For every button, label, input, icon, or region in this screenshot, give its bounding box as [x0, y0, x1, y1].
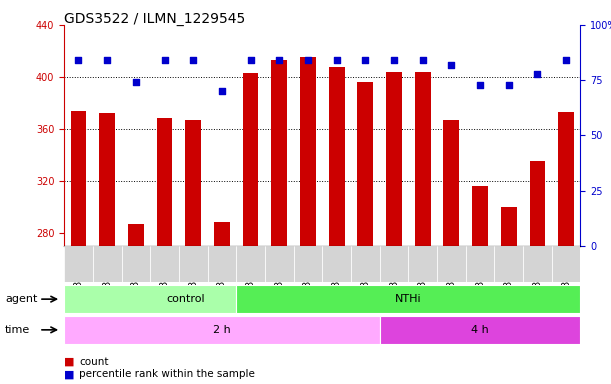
Bar	[208, 246, 236, 282]
Bar	[64, 246, 93, 282]
Bar	[236, 285, 580, 313]
Point	[188, 57, 198, 63]
Point	[475, 81, 485, 88]
Text: count: count	[79, 357, 109, 367]
Text: 4 h: 4 h	[471, 325, 489, 335]
Point	[303, 57, 313, 63]
Bar	[214, 222, 230, 246]
Point	[274, 57, 284, 63]
Bar	[386, 72, 402, 246]
Bar	[294, 246, 323, 282]
Bar	[64, 316, 379, 344]
Bar	[357, 82, 373, 246]
Point	[418, 57, 428, 63]
Bar	[494, 246, 523, 282]
Bar	[179, 246, 208, 282]
Point	[447, 62, 456, 68]
Bar	[415, 72, 431, 246]
Text: GDS3522 / ILMN_1229545: GDS3522 / ILMN_1229545	[64, 12, 246, 26]
Point	[246, 57, 255, 63]
Bar	[552, 246, 580, 282]
Bar	[265, 246, 294, 282]
Bar	[100, 113, 115, 246]
Bar	[530, 161, 545, 246]
Bar	[408, 246, 437, 282]
Text: NTHi: NTHi	[395, 294, 422, 304]
Bar	[323, 246, 351, 282]
Bar	[185, 120, 201, 246]
Bar	[93, 246, 122, 282]
Bar	[122, 246, 150, 282]
Point	[533, 71, 543, 77]
Point	[562, 57, 571, 63]
Bar	[300, 58, 316, 246]
Text: time: time	[5, 325, 30, 335]
Bar	[243, 73, 258, 246]
Bar	[351, 246, 379, 282]
Bar	[271, 60, 287, 246]
Point	[131, 79, 141, 86]
Point	[217, 88, 227, 94]
Bar	[329, 66, 345, 246]
Bar	[379, 316, 580, 344]
Point	[159, 57, 169, 63]
Text: ■: ■	[64, 357, 75, 367]
Bar	[156, 119, 172, 246]
Point	[504, 81, 514, 88]
Bar	[128, 223, 144, 246]
Text: percentile rank within the sample: percentile rank within the sample	[79, 369, 255, 379]
Text: ■: ■	[64, 369, 75, 379]
Bar	[558, 112, 574, 246]
Bar	[71, 111, 86, 246]
Bar	[523, 246, 552, 282]
Bar	[466, 246, 494, 282]
Bar	[472, 186, 488, 246]
Point	[73, 57, 83, 63]
Bar	[501, 207, 517, 246]
Bar	[236, 246, 265, 282]
Point	[102, 57, 112, 63]
Bar	[437, 246, 466, 282]
Text: 2 h: 2 h	[213, 325, 231, 335]
Bar	[379, 246, 408, 282]
Bar	[444, 120, 459, 246]
Text: control: control	[167, 294, 205, 304]
Bar	[150, 246, 179, 282]
Text: agent: agent	[5, 294, 37, 304]
Point	[389, 57, 399, 63]
Bar	[64, 285, 236, 313]
Point	[360, 57, 370, 63]
Point	[332, 57, 342, 63]
